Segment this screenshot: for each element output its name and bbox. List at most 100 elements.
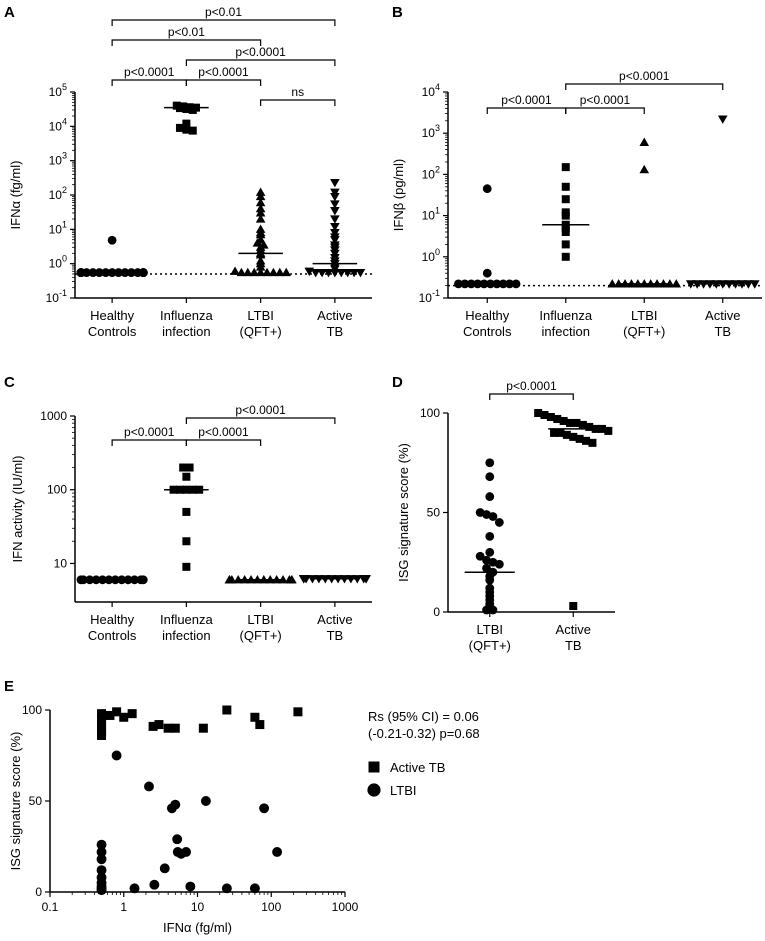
panel-E-ltbi-point (96, 839, 107, 850)
panel-E-ltbi-point (272, 847, 283, 857)
panel-E-xtick-label: 0.1 (42, 900, 59, 914)
panel-E-active-tb-point (163, 723, 173, 733)
panel-D-group-1-point (604, 426, 613, 435)
panel-D-category-label: (QFT+) (469, 638, 511, 653)
panel-E-ytick-label: 100 (22, 703, 42, 717)
panel-E-active-tb-point (119, 712, 129, 722)
panel-B-group-3-point (743, 280, 754, 289)
panel-B-group-1-point (561, 227, 570, 236)
panel-A-group-2-point (262, 267, 272, 277)
panel-A-bracket (260, 99, 336, 106)
panel-A-group-3-point (330, 249, 340, 259)
panel-D-group-1-point (534, 409, 543, 417)
panel-A-group-3-point (330, 200, 340, 209)
panel-B-ytick-label: 103 (422, 123, 440, 140)
panel-A-bracket (111, 39, 262, 46)
panel-D-group-1-point (556, 428, 565, 437)
panel-A-group-2-point (281, 267, 292, 277)
panel-C-bracket (111, 439, 187, 446)
panel-E-active-tb-point (127, 709, 137, 719)
panel-D-group-1-point (578, 420, 587, 429)
panel-E-ylabel: ISG signature score (%) (8, 732, 23, 871)
panel-E-active-tb-point (198, 723, 208, 733)
panel-A-category-label: Healthy (90, 308, 135, 323)
panel-E-ltbi-point (221, 883, 232, 894)
panel-A-group-1-point (182, 104, 191, 113)
panel-C-category-label: Controls (88, 628, 137, 643)
panel-E-ltbi-point (96, 854, 107, 865)
panel-C-ytick-label: 100 (47, 483, 67, 497)
panel-A-group-3-point (330, 215, 340, 224)
panel-E-ltbi-point (185, 881, 196, 892)
panel-A-group-3-point (330, 178, 340, 188)
panel-E-active-tb-point (222, 705, 232, 715)
panel-D-group-0-point (488, 605, 498, 615)
panel-D-group-0-point (494, 559, 504, 569)
panel-A-ytick-label: 105 (49, 82, 67, 99)
panel-C-group-3-point (352, 575, 363, 584)
panel-D-group-0-point (494, 518, 504, 527)
panel-D-group-1-point (569, 432, 578, 441)
panel-B-category-label: (QFT+) (623, 324, 665, 339)
panel-D-group-1-point (575, 434, 584, 443)
panel-D-ytick-label: 100 (420, 406, 440, 420)
panel-D-group-1-point (569, 602, 578, 611)
panel-E-ltbi-point (111, 750, 122, 761)
panel-C-group-2-point (278, 575, 288, 584)
panel-C-category-label: infection (162, 628, 210, 643)
panel-A-group-0-point (138, 268, 148, 277)
panel-D-group-1-point (553, 414, 562, 423)
panel-letter-B: B (392, 4, 403, 21)
panel-A-category-label: Active (317, 308, 352, 323)
panel-D-group-1-point (540, 410, 549, 419)
panel-A-group-3-point (355, 268, 366, 278)
panel-C-group-1-point (185, 463, 194, 472)
panel-A-group-2-point (255, 262, 266, 271)
panel-D-group-0-point (485, 472, 495, 482)
panel-A-group-0-point (82, 268, 91, 277)
panel-B-bracket-pvalue: p<0.0001 (501, 93, 552, 107)
panel-B-group-1-point (561, 252, 570, 261)
panel-C-group-0-point (138, 575, 148, 585)
panel-D-group-1-point (550, 428, 559, 437)
panel-A-group-1-point (188, 126, 197, 135)
panel-D-group-0-point (482, 605, 491, 615)
panel-A-group-2-point (255, 250, 266, 259)
panel-A-bracket (111, 19, 336, 26)
panel-letter-D: D (392, 374, 403, 391)
panel-C-ytick-label: 10 (54, 556, 68, 570)
panel-A-group-2-point (275, 267, 285, 277)
panel-B-group-1-point (561, 182, 570, 191)
panel-E-active-tb-point (170, 723, 180, 733)
panel-A-category-label: TB (327, 324, 344, 339)
panel-C-bracket-pvalue: p<0.0001 (235, 403, 286, 417)
panel-E-legend-marker-active-tb (368, 761, 380, 773)
panel-E-xtick-label: 10 (191, 900, 205, 914)
panel-C-group-1-point (182, 507, 191, 516)
panel-C-ytick-label: 1000 (40, 409, 67, 423)
panel-C-category-label: LTBI (247, 612, 274, 627)
panel-E-xtick-label: 1000 (332, 900, 359, 914)
panel-C-group-1-point (182, 562, 191, 571)
panel-E-ltbi-point (249, 883, 260, 894)
panel-letter-E: E (4, 678, 14, 695)
panel-B-group-0-point (482, 268, 492, 278)
panel-C-ylabel: IFN activity (IU/ml) (10, 456, 25, 563)
panel-A-bracket-pvalue: p<0.01 (205, 5, 242, 19)
panel-D-group-1-point (572, 418, 581, 427)
panel-C-group-1-point (182, 472, 191, 481)
panel-E-ltbi-point (181, 847, 192, 857)
panel-A-group-0-point (107, 235, 117, 245)
panel-E-ltbi-point (96, 885, 107, 896)
panel-A-group-1-point (188, 105, 197, 114)
panel-E-correlation-line2: (-0.21-0.32) p=0.68 (368, 726, 480, 741)
panel-A-group-1-point (182, 125, 191, 134)
panel-A-category-label: Influenza (160, 308, 214, 323)
panel-A-bracket-pvalue: ns (291, 85, 304, 99)
panel-B-ytick-label: 104 (422, 82, 440, 99)
panel-A-group-1-point (175, 123, 184, 132)
panel-B-bracket-pvalue: p<0.0001 (580, 93, 631, 107)
panel-A-group-2-point (255, 187, 266, 196)
panel-D-ytick-label: 50 (427, 506, 441, 520)
